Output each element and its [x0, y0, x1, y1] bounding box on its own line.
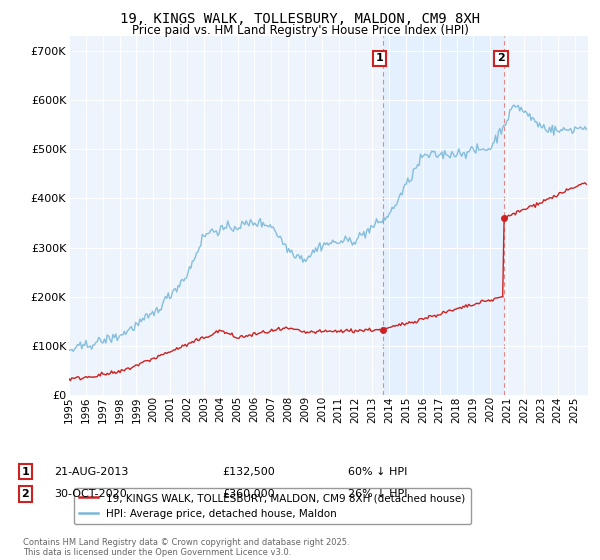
- Text: 2: 2: [22, 489, 29, 499]
- Text: 19, KINGS WALK, TOLLESBURY, MALDON, CM9 8XH: 19, KINGS WALK, TOLLESBURY, MALDON, CM9 …: [120, 12, 480, 26]
- Text: 60% ↓ HPI: 60% ↓ HPI: [348, 466, 407, 477]
- Legend: 19, KINGS WALK, TOLLESBURY, MALDON, CM9 8XH (detached house), HPI: Average price: 19, KINGS WALK, TOLLESBURY, MALDON, CM9 …: [74, 488, 471, 524]
- Text: Contains HM Land Registry data © Crown copyright and database right 2025.
This d: Contains HM Land Registry data © Crown c…: [23, 538, 349, 557]
- Text: £360,000: £360,000: [222, 489, 275, 499]
- Text: 1: 1: [22, 466, 29, 477]
- Text: 21-AUG-2013: 21-AUG-2013: [54, 466, 128, 477]
- Text: 30-OCT-2020: 30-OCT-2020: [54, 489, 127, 499]
- Text: 2: 2: [497, 54, 505, 63]
- Text: 26% ↓ HPI: 26% ↓ HPI: [348, 489, 407, 499]
- Text: £132,500: £132,500: [222, 466, 275, 477]
- Text: Price paid vs. HM Land Registry's House Price Index (HPI): Price paid vs. HM Land Registry's House …: [131, 24, 469, 37]
- Text: 1: 1: [376, 54, 383, 63]
- Bar: [383, 36, 504, 395]
